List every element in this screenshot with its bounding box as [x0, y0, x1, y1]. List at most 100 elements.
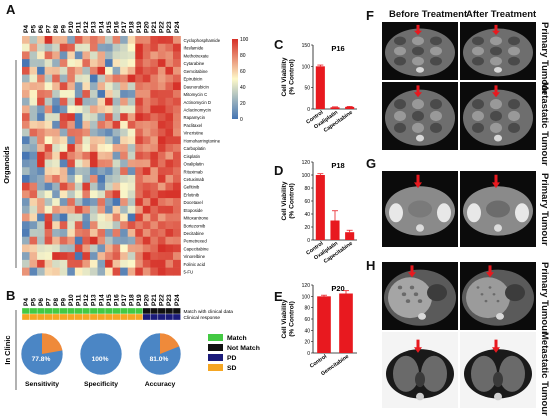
- heatmap-cell: [150, 97, 159, 106]
- ct-bowel-loop: [412, 46, 424, 56]
- ct-bone-right: [437, 203, 451, 223]
- match-cell: [135, 307, 143, 315]
- heatmap-cell: [37, 51, 45, 60]
- heatmap-cell: [89, 198, 98, 207]
- heatmap-cell: [135, 159, 144, 168]
- heatmap-cell: [97, 66, 106, 75]
- ct-bowel-loop: [412, 122, 424, 133]
- pie-outline: [79, 332, 123, 376]
- heatmap-cell: [74, 59, 83, 68]
- heatmap-cell: [173, 198, 181, 207]
- heatmap-cell: [22, 259, 30, 268]
- heatmap-cell: [112, 229, 121, 238]
- heatmap-cell: [52, 36, 61, 45]
- heatmap-cell: [97, 43, 106, 52]
- heatmap-cell: [150, 267, 159, 276]
- heatmap-cell: [52, 66, 61, 75]
- heatmap-cell: [22, 159, 30, 168]
- heatmap-cell: [135, 43, 144, 52]
- heatmap-cell: [173, 151, 181, 160]
- heatmap-cell: [74, 51, 83, 60]
- heatmap-cell: [89, 82, 98, 91]
- heatmap-cell: [52, 221, 61, 230]
- heatmap-cell: [59, 97, 68, 106]
- match-cell: [120, 307, 128, 315]
- heatmap-cell: [37, 190, 45, 199]
- heatmap-cell: [52, 74, 61, 83]
- heatmap-cell: [105, 159, 113, 168]
- heatmap-col-label: P23: [166, 21, 173, 33]
- bar-chart-p18: P18 0 20 40 60 80 100 120 Cell Viability(% Contr…: [281, 160, 357, 265]
- heatmap-cell: [97, 144, 106, 153]
- heatmap-cell: [112, 144, 121, 153]
- heatmap-cell: [29, 105, 38, 114]
- match-cell: [150, 307, 159, 315]
- heatmap-cell: [97, 167, 106, 176]
- heatmap-cell: [165, 51, 174, 60]
- heatmap-cell: [97, 267, 106, 276]
- heatmap-cell: [97, 120, 106, 129]
- heatmap-cell: [22, 205, 30, 214]
- heatmap-cell: [29, 236, 38, 245]
- heatmap-cell: [165, 213, 174, 222]
- heatmap-cell: [52, 120, 61, 129]
- heatmap-cell: [97, 259, 106, 268]
- heatmap-cell: [89, 159, 98, 168]
- heatmap-cell: [150, 213, 159, 222]
- heatmap-cell: [74, 90, 83, 99]
- heatmap-cell: [120, 51, 128, 60]
- heatmap-col-label: P16: [113, 21, 120, 33]
- heatmap-cell: [82, 144, 91, 153]
- heatmap-cell: [37, 113, 45, 122]
- heatmap-cell: [150, 167, 159, 176]
- heatmap-cell: [29, 190, 38, 199]
- heatmap-cell: [67, 43, 76, 52]
- heatmap-cell: [105, 174, 113, 183]
- heatmap-cell: [59, 159, 68, 168]
- ct-mediastinum: [415, 371, 425, 388]
- heatmap-cell: [150, 120, 159, 129]
- panel-b-letter: B: [6, 288, 16, 303]
- ct-scan-before: [382, 332, 458, 408]
- heatmap-cell: [150, 244, 159, 253]
- heatmap-cell: [97, 90, 106, 99]
- heatmap-cell: [74, 74, 83, 83]
- heatmap-cell: [44, 113, 53, 122]
- ct-spine: [416, 134, 424, 142]
- heatmap-cell: [173, 267, 181, 276]
- heatmap-cell: [22, 136, 30, 145]
- ct-bowel-loop: [394, 110, 406, 122]
- heatmap-cell: [165, 82, 174, 91]
- heatmap-cell: [120, 82, 128, 91]
- heatmap-cell: [59, 120, 68, 129]
- legend-swatch: [208, 354, 223, 361]
- ct-image: [382, 82, 458, 150]
- arrow-marker: [414, 85, 422, 98]
- heatmap-cell: [89, 174, 98, 183]
- heatmap-cell: [112, 43, 121, 52]
- ct-liver: [466, 277, 510, 319]
- match-cell: [142, 307, 151, 315]
- pie-sensitivity: 77.8% Sensitivity: [20, 332, 64, 388]
- heatmap-cell: [59, 182, 68, 191]
- heatmap-cell: [157, 144, 166, 153]
- pie-value-label: 77.8%: [32, 356, 51, 363]
- heatmap-cell: [89, 190, 98, 199]
- heatmap-cell: [82, 82, 91, 91]
- heatmap-cell: [59, 59, 68, 68]
- heatmap-cell: [142, 167, 151, 176]
- ct-bowel-loop: [490, 99, 502, 110]
- heatmap-cell: [67, 82, 76, 91]
- heatmap-cell: [127, 43, 136, 52]
- heatmap-cell: [37, 74, 45, 83]
- bar: [345, 106, 355, 109]
- heatmap-cell: [157, 82, 166, 91]
- heatmap-cell: [120, 144, 128, 153]
- heatmap-cell: [120, 43, 128, 52]
- heatmap-cell: [59, 213, 68, 222]
- heatmap-cell: [82, 174, 91, 183]
- match-row-label: Match with clinical data: [184, 309, 234, 315]
- heatmap-cell: [59, 66, 68, 75]
- heatmap-cell: [165, 105, 174, 114]
